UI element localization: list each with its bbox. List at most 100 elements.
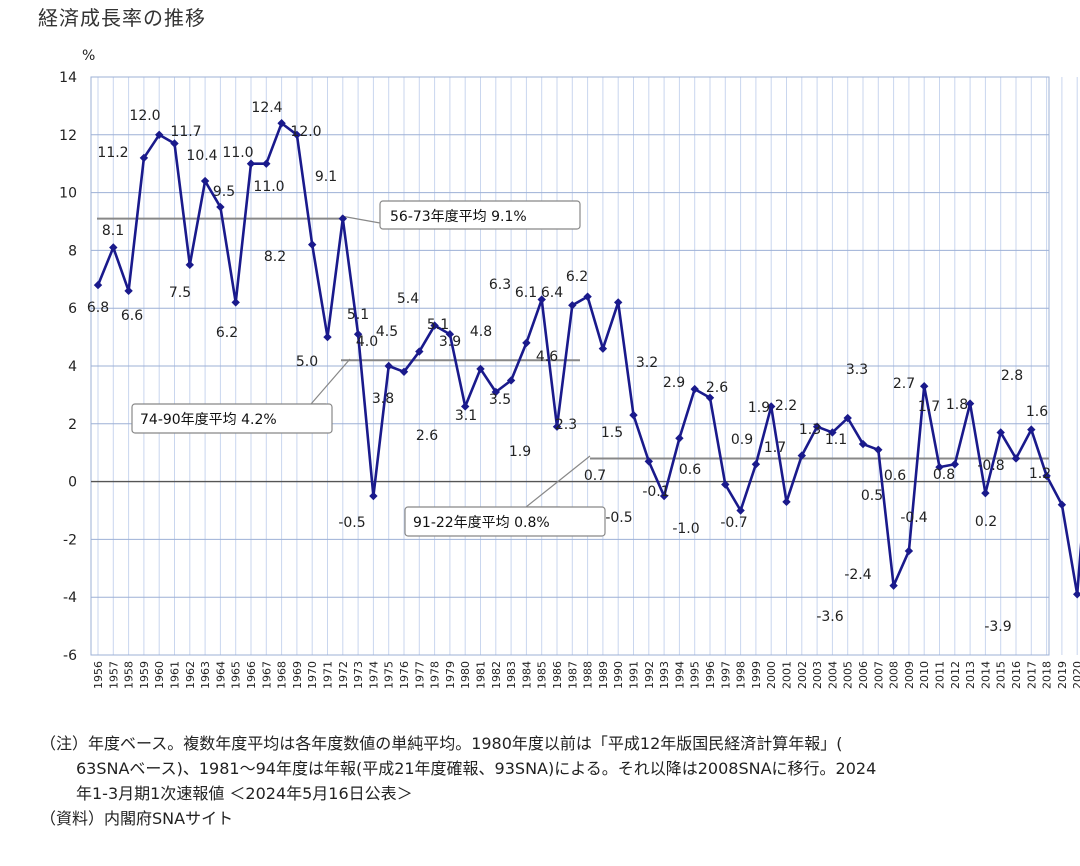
x-tick-label: 1962 <box>184 661 197 689</box>
data-point <box>874 445 883 455</box>
x-tick-label: 2007 <box>872 661 885 689</box>
data-labels: 6.8 8.1 6.6 11.2 12.0 11.7 7.5 10.4 9.5 6.2 11.0 11… <box>87 100 1051 635</box>
data-point <box>491 387 500 397</box>
x-tick-label: 1963 <box>199 661 212 689</box>
x-tick-label: 2019 <box>1056 661 1069 689</box>
data-point <box>705 393 715 402</box>
data-point <box>338 214 347 223</box>
data-point <box>1042 471 1051 481</box>
x-tick-label: 2016 <box>1010 661 1023 689</box>
data-point <box>93 280 103 290</box>
x-tick-label: 2015 <box>995 661 1008 689</box>
y-tick-label: 4 <box>68 359 77 375</box>
y-tick-label: -4 <box>63 590 77 606</box>
x-tick-label: 2011 <box>934 661 947 689</box>
data-label: 5.1 <box>427 317 449 333</box>
data-label: 1.3 <box>799 422 821 438</box>
data-label: 4.8 <box>470 324 492 340</box>
x-tick-label: 1965 <box>230 661 243 689</box>
data-point <box>323 332 332 342</box>
callout-box <box>131 403 333 434</box>
data-label: -3.9 <box>984 619 1011 635</box>
x-tick-label: 1983 <box>505 661 518 689</box>
data-label: 1.9 <box>509 444 531 460</box>
y-tick-label: 14 <box>59 70 77 86</box>
y-axis-unit-label: % <box>82 48 95 64</box>
data-point <box>430 321 439 330</box>
data-point <box>797 451 806 460</box>
x-tick-label: 2010 <box>918 661 931 689</box>
data-point <box>231 298 240 307</box>
x-tick-label: 1980 <box>459 661 472 689</box>
data-point <box>185 260 194 270</box>
data-label: 4.5 <box>376 324 398 340</box>
data-point <box>904 546 914 556</box>
data-point <box>1073 590 1080 599</box>
data-label: 6.3 <box>489 277 511 293</box>
x-tick-label: 1970 <box>306 661 319 689</box>
data-point <box>598 344 608 353</box>
x-tick-label: 1956 <box>92 661 105 689</box>
data-label: 3.8 <box>372 391 394 407</box>
data-point <box>353 330 363 339</box>
data-label: 8.1 <box>102 223 124 239</box>
data-point <box>415 347 424 356</box>
data-label: 6.2 <box>566 269 588 285</box>
data-label: -2.4 <box>844 567 871 583</box>
x-tick-label: 2020 <box>1071 661 1080 689</box>
note-line-2: 63SNAベース)、1981～94年度は年報(平成21年度確報、93SNA)によ… <box>76 759 877 778</box>
data-label: 6.4 <box>541 285 563 301</box>
data-label: 2.3 <box>555 417 577 433</box>
data-label: 4.6 <box>536 349 558 365</box>
x-tick-label: 1995 <box>689 661 702 689</box>
data-label: 10.4 <box>186 148 217 164</box>
data-label: 0.7 <box>584 468 606 484</box>
grid <box>90 76 1078 656</box>
data-point <box>139 153 149 163</box>
x-tick-label: 1964 <box>214 661 227 689</box>
x-tick-label: 2014 <box>979 661 992 689</box>
data-label: 3.5 <box>489 392 511 408</box>
y-tick-label: 8 <box>68 243 77 259</box>
data-point <box>476 364 485 374</box>
data-label: 5.1 <box>347 307 369 323</box>
data-point <box>659 491 669 501</box>
x-tick-label: 1972 <box>337 661 350 689</box>
x-tick-label: 1985 <box>536 661 549 689</box>
x-tick-label: 1968 <box>276 661 289 689</box>
data-label: 11.7 <box>170 124 201 140</box>
x-tick-label: 1997 <box>719 661 732 689</box>
y-tick-label: 2 <box>68 417 77 433</box>
data-point <box>369 491 378 501</box>
data-point <box>384 361 393 371</box>
x-tick-label: 1994 <box>673 661 686 689</box>
data-label: 12.4 <box>251 100 282 116</box>
x-tick-label: 1986 <box>551 661 564 689</box>
data-point <box>843 413 852 423</box>
data-label: 6.2 <box>216 325 238 341</box>
data-label: 8.2 <box>264 249 286 265</box>
x-tick-label: 2001 <box>781 661 794 689</box>
data-point <box>522 338 531 348</box>
data-point <box>644 457 653 466</box>
data-label: 7.5 <box>169 285 191 301</box>
x-tick-label: 1979 <box>444 661 457 689</box>
x-tick-label: 1993 <box>658 661 671 689</box>
data-point <box>950 460 959 469</box>
data-label: -0.4 <box>900 510 927 526</box>
x-tick-label: 2008 <box>888 661 901 689</box>
data-label: 2.6 <box>706 380 728 396</box>
data-point <box>109 243 118 252</box>
data-label: 2.6 <box>416 428 438 444</box>
data-point <box>262 159 271 168</box>
note-line-1: （注）年度ベース。複数年度平均は各年度数値の単純平均。1980年度以前は「平成1… <box>40 734 843 753</box>
data-label: 0.2 <box>975 514 997 530</box>
data-label: -0.5 <box>338 515 365 531</box>
data-label: 2.8 <box>1001 368 1023 384</box>
callout-box <box>379 200 581 230</box>
data-label: 11.2 <box>97 145 128 161</box>
data-point <box>1011 454 1021 463</box>
x-tick-label: 2006 <box>857 661 870 689</box>
x-tick-label: 1969 <box>291 661 304 689</box>
